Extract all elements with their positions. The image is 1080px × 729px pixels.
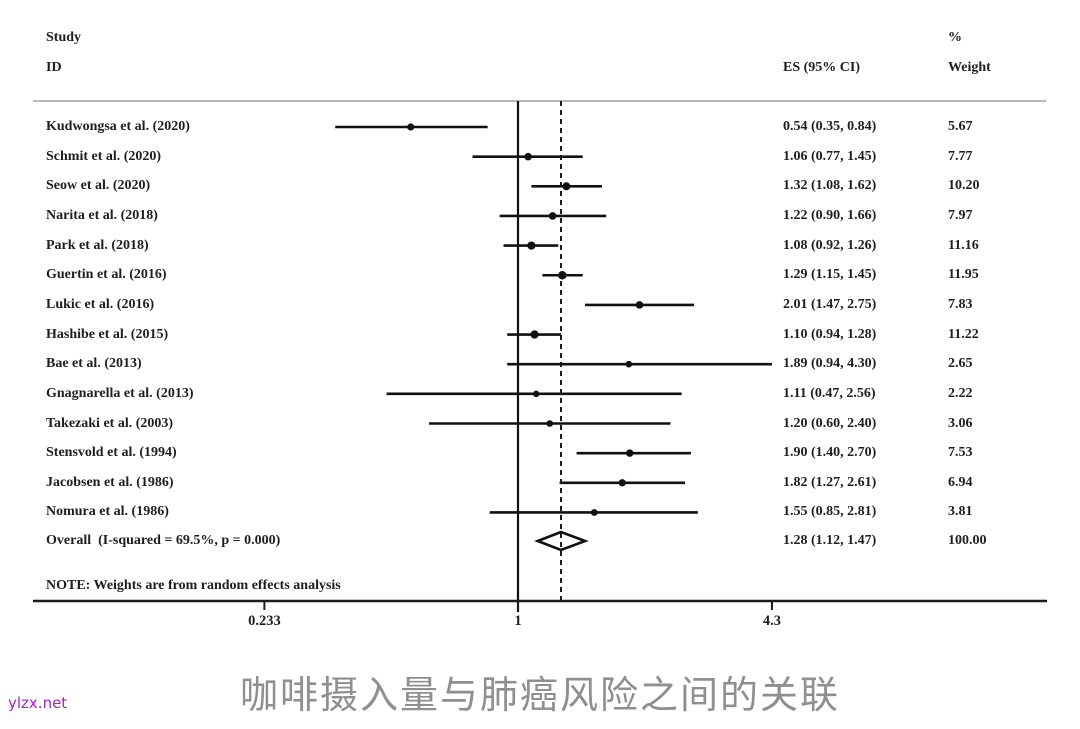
weight-value: 6.94	[948, 474, 973, 490]
effect-marker	[548, 212, 557, 220]
es-value: 1.55 (0.85, 2.81)	[783, 504, 877, 520]
weight-value: 7.53	[948, 445, 973, 461]
effect-marker	[558, 271, 567, 280]
study-label: Narita et al. (2018)	[46, 207, 158, 223]
note-text: NOTE: Weights are from random effects an…	[46, 578, 341, 593]
study-label: Nomura et al. (1986)	[46, 504, 169, 520]
weight-value: 3.81	[948, 504, 973, 520]
es-value: 2.01 (1.47, 2.75)	[783, 296, 877, 312]
effect-marker	[625, 360, 633, 368]
effect-marker	[546, 420, 554, 427]
overall-diamond	[534, 530, 589, 552]
study-label: Kudwongsa et al. (2020)	[46, 119, 190, 134]
weight-value: 7.77	[948, 148, 973, 164]
weight-value: 11.22	[948, 326, 979, 342]
es-value: 1.29 (1.15, 1.45)	[783, 267, 877, 283]
weight-value: 3.06	[948, 415, 973, 431]
weight-value: 5.67	[948, 119, 973, 134]
effect-marker	[618, 479, 626, 487]
overall-es-value: 1.28 (1.12, 1.47)	[783, 533, 877, 548]
weight-value: 7.83	[948, 296, 973, 312]
es-value: 1.06 (0.77, 1.45)	[783, 148, 877, 164]
watermark: ylzx.net	[8, 694, 68, 712]
study-label: Park et al. (2018)	[46, 237, 149, 253]
es-value: 1.90 (1.40, 2.70)	[783, 445, 877, 461]
effect-marker	[625, 449, 634, 457]
effect-marker	[532, 390, 540, 398]
column-header-study: Study	[46, 30, 82, 45]
study-label: Bae et al. (2013)	[46, 356, 142, 372]
study-label: Guertin et al. (2016)	[46, 267, 167, 283]
overall-row-label: Overall (I-squared = 69.5%, p = 0.000)	[46, 533, 281, 548]
es-value: 1.82 (1.27, 2.61)	[783, 474, 877, 490]
weight-value: 11.16	[948, 237, 979, 253]
effect-marker	[590, 509, 598, 516]
effect-marker	[635, 301, 644, 309]
study-label: Jacobsen et al. (1986)	[46, 474, 174, 490]
es-value: 1.10 (0.94, 1.28)	[783, 326, 877, 342]
column-header-weight: Weight	[948, 60, 991, 75]
column-header-id: ID	[46, 60, 62, 75]
weight-value: 7.97	[948, 207, 973, 223]
effect-marker	[407, 123, 415, 131]
effect-marker	[527, 241, 536, 250]
es-value: 1.20 (0.60, 2.40)	[783, 415, 877, 431]
overall-weight-value: 100.00	[948, 533, 987, 548]
axis-tick-label: 1	[514, 613, 522, 629]
es-value: 1.22 (0.90, 1.66)	[783, 207, 877, 223]
forest-plot-figure: Study ID ES (95% CI) % Weight Kudwongsa …	[33, 30, 1047, 629]
column-header-percent: %	[948, 30, 962, 45]
study-label: Gnagnarella et al. (2013)	[46, 385, 194, 401]
study-label: Stensvold et al. (1994)	[46, 445, 177, 461]
study-label: Schmit et al. (2020)	[46, 148, 162, 164]
study-label: Takezaki et al. (2003)	[46, 415, 174, 431]
forest-plot-canvas	[33, 100, 1047, 612]
axis-tick-label: 4.3	[762, 613, 781, 629]
study-label: Hashibe et al. (2015)	[46, 326, 169, 342]
effect-marker	[524, 152, 532, 161]
es-value: 1.08 (0.92, 1.26)	[783, 237, 877, 253]
es-value: 1.11 (0.47, 2.56)	[783, 385, 876, 401]
es-value: 0.54 (0.35, 0.84)	[783, 119, 877, 134]
study-label: Seow et al. (2020)	[46, 178, 151, 194]
weight-value: 2.22	[948, 385, 973, 401]
axis-tick-label: 0.233	[248, 613, 281, 629]
es-value: 1.32 (1.08, 1.62)	[783, 178, 877, 194]
weight-value: 11.95	[948, 267, 979, 283]
effect-marker	[530, 330, 539, 339]
study-label: Lukic et al. (2016)	[46, 296, 155, 312]
column-header-es: ES (95% CI)	[783, 60, 861, 75]
weight-value: 10.20	[948, 178, 980, 194]
weight-value: 2.65	[948, 356, 973, 372]
es-value: 1.89 (0.94, 4.30)	[783, 356, 877, 372]
figure-title: 咖啡摄入量与肺癌风险之间的关联	[239, 673, 840, 717]
effect-marker	[562, 182, 571, 191]
